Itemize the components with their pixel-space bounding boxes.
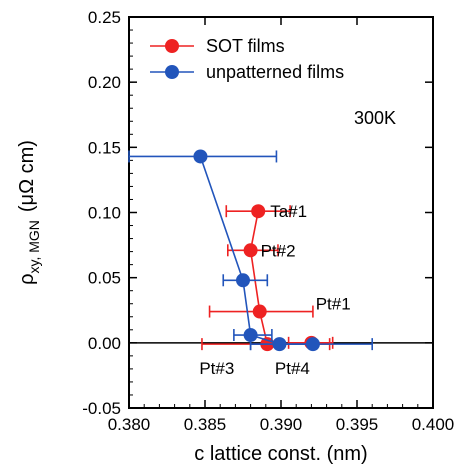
y-tick-label: -0.05 (82, 399, 121, 418)
y-axis-title-sub: xy, MGN (26, 220, 42, 273)
data-point (251, 204, 266, 219)
y-axis-title-unit: (μΩ cm) (16, 140, 38, 212)
x-tick-label: 0.380 (108, 415, 151, 434)
legend: SOT films unpatterned films (150, 36, 344, 82)
legend-marker (165, 39, 179, 53)
point-label: Ta#1 (270, 202, 307, 221)
y-axis-title: ρxy, MGN (μΩ cm) (16, 140, 42, 285)
ticks: 0.380 0.385 0.390 0.395 0.400 -0.05 0.00 0.05 0.… (82, 8, 454, 434)
data-point (252, 304, 267, 319)
y-tick-label: 0.10 (88, 204, 121, 223)
x-tick-label: 0.400 (412, 415, 455, 434)
temperature-annotation: 300K (354, 108, 396, 128)
legend-label: unpatterned films (206, 62, 344, 82)
point-label: Pt#4 (275, 359, 310, 378)
data-point (272, 337, 287, 352)
series-unpatterned-films (128, 149, 374, 352)
y-axis-title-main: ρ (16, 274, 38, 285)
point-label: Pt#1 (316, 295, 351, 314)
series-line (249, 211, 312, 345)
x-tick-label: 0.395 (336, 415, 379, 434)
data-point (305, 337, 320, 352)
point-label: Pt#3 (199, 359, 234, 378)
x-tick-label: 0.390 (260, 415, 303, 434)
series-layer (128, 149, 374, 352)
legend-marker (165, 65, 179, 79)
point-label: Pt#2 (261, 241, 296, 260)
y-tick-label: 0.20 (88, 73, 121, 92)
legend-label: SOT films (206, 36, 285, 56)
labels-layer: Ta#1 Pt#2 Pt#1 Pt#3 Pt#4 (199, 202, 350, 378)
y-tick-label: 0.00 (88, 334, 121, 353)
y-tick-label: 0.05 (88, 269, 121, 288)
y-tick-label: 0.25 (88, 8, 121, 27)
data-point (236, 273, 250, 288)
y-tick-label: 0.15 (88, 138, 121, 157)
data-point (243, 243, 258, 258)
data-point (243, 328, 258, 343)
x-tick-label: 0.385 (184, 415, 227, 434)
x-axis-title: c lattice const. (nm) (194, 443, 367, 465)
data-point (193, 149, 208, 164)
